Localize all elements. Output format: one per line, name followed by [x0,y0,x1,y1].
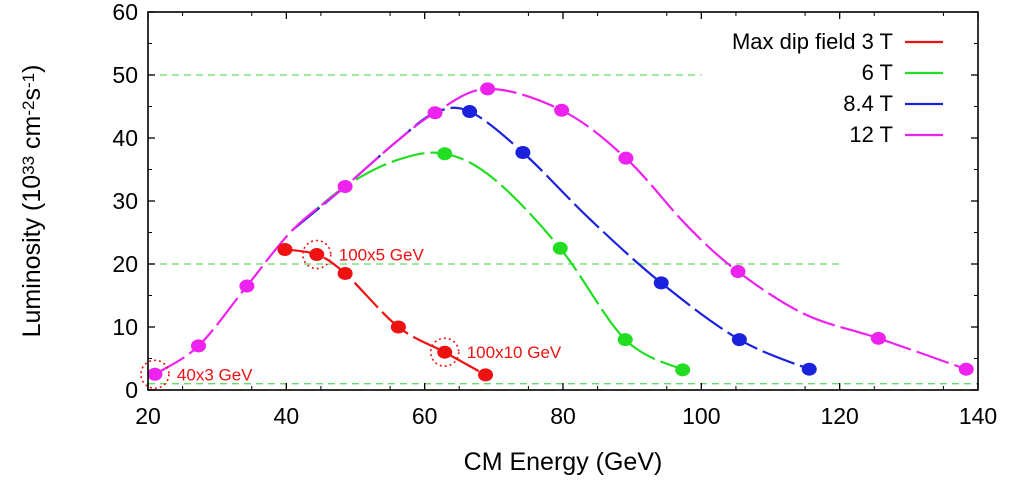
annotation-circle [140,359,170,390]
data-point [390,320,406,334]
legend: Max dip field 3 T 6 T 8.4 T 12 T [732,29,943,147]
y-axis-label-exp3: -1 [19,73,38,88]
data-point [675,363,691,377]
annotation-label: 40x3 GeV [177,365,253,384]
tick-labels: 20 40 60 80 100 120 140 0 10 20 30 40 50 60 [112,0,997,429]
data-point [190,339,206,353]
legend-label: Max dip field 3 T [732,29,893,54]
x-tick-label: 40 [274,403,300,429]
data-point [337,266,353,280]
series-line-0 [284,248,487,376]
y-axis-label-mid: cm [18,116,46,156]
x-axis-label: CM Energy (GeV) [464,448,663,476]
data-point [309,248,325,262]
y-axis-label-end: ) [18,65,46,73]
data-point [554,103,570,117]
y-tick-label: 20 [112,251,138,277]
plot-frame [147,11,979,391]
data-point [653,276,669,290]
legend-label: 8.4 T [843,91,893,116]
data-point [552,241,568,255]
series-layer [147,82,974,382]
data-point [731,333,747,347]
data-point [958,362,974,376]
data-point [870,331,886,345]
data-point [462,105,478,119]
y-tick-label: 60 [112,0,138,25]
series-lines [154,87,967,376]
data-point [437,147,453,161]
y-tick-label: 50 [112,62,138,88]
x-tick-label: 80 [550,403,576,429]
annotation-circle [429,337,460,368]
data-point [337,180,353,194]
data-point [427,106,443,120]
series-markers [147,82,974,382]
y-axis-label-exp1: 33 [19,156,38,175]
x-tick-label: 100 [682,403,720,429]
data-point [801,362,817,376]
y-axis-label-mid2: s [18,88,46,101]
data-point [618,151,634,165]
y-tick-label: 40 [112,125,138,151]
axis-ticks [147,11,979,391]
data-point [617,333,633,347]
y-axis-label-base: Luminosity (10 [18,175,46,338]
data-point [480,82,496,96]
x-tick-label: 140 [959,403,997,429]
data-point [239,279,255,293]
data-point [478,368,494,382]
x-tick-label: 120 [820,403,858,429]
y-axis-label-exp2: -2 [19,101,38,116]
x-tick-label: 20 [135,403,161,429]
annotation-circle [301,239,332,270]
y-axis-label: Luminosity (1033 cm-2s-1) [18,65,46,338]
data-point [515,145,531,159]
y-tick-label: 30 [112,188,138,214]
x-tick-label: 60 [412,403,438,429]
data-point [277,243,293,257]
legend-label: 12 T [849,122,893,147]
data-point [147,367,163,381]
y-tick-label: 10 [112,314,138,340]
legend-label: 6 T [862,60,893,85]
annotations: 40x3 GeV 100x5 GeV 100x10 GeV [140,239,562,390]
series-line-3 [154,87,967,376]
annotation-label: 100x5 GeV [339,246,425,265]
annotation-label: 100x10 GeV [467,343,562,362]
y-tick-label: 0 [125,377,138,403]
data-point [437,345,453,359]
data-point [730,265,746,279]
